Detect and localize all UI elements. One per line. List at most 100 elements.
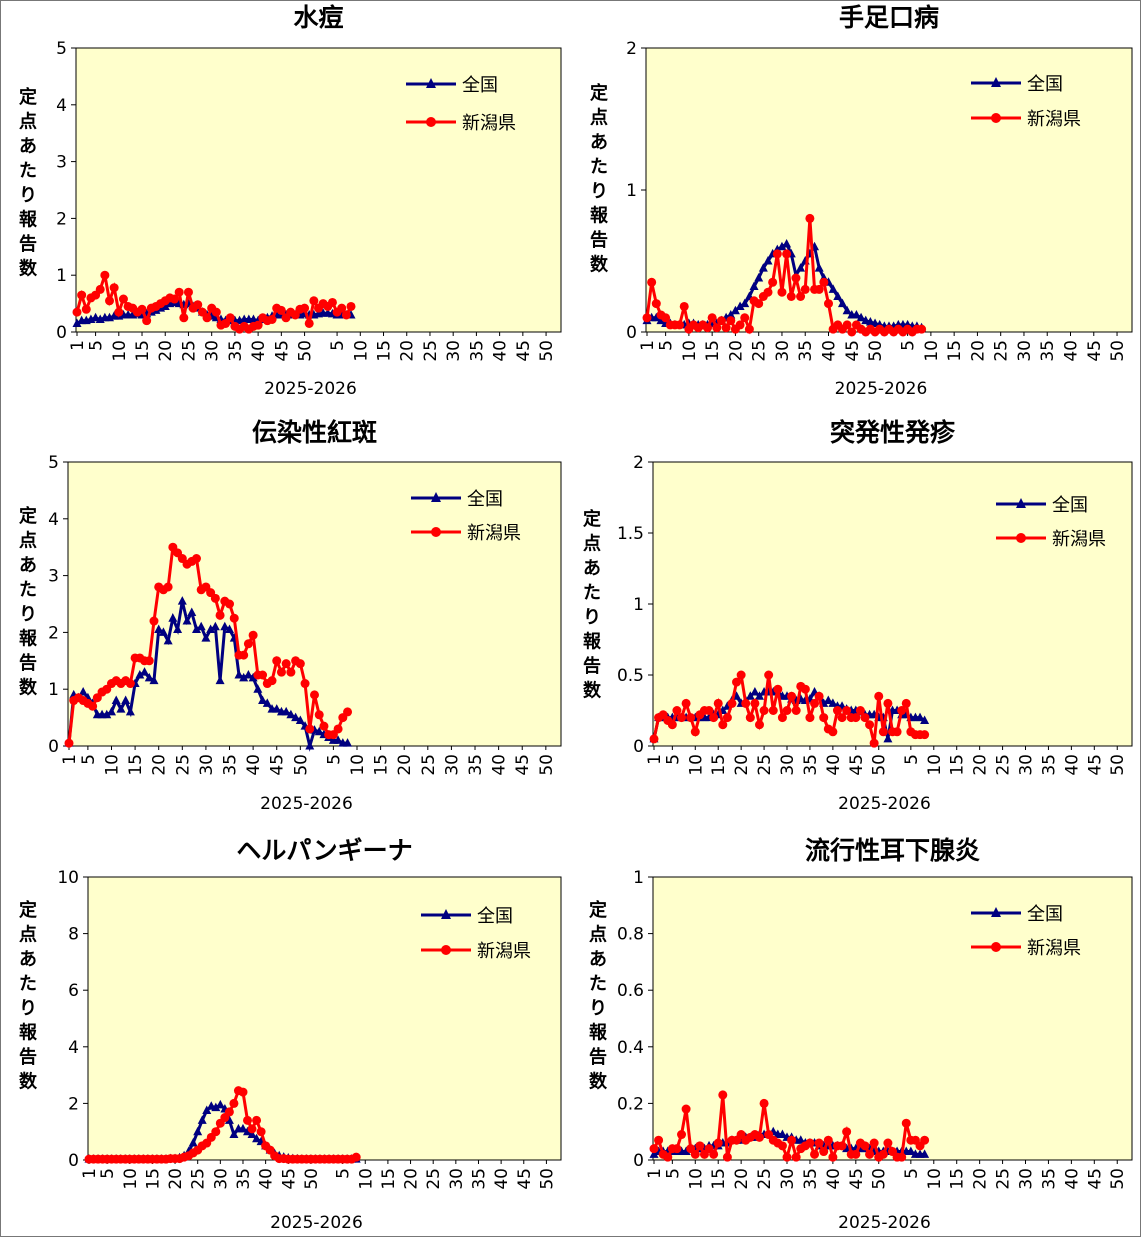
data-point-triangle <box>758 263 768 272</box>
x-tick-label: 40 <box>824 754 844 776</box>
x-tick-label: 15 <box>945 340 965 362</box>
data-point-circle <box>191 554 201 564</box>
data-point-circle <box>105 296 115 306</box>
legend-label: 全国 <box>467 489 503 510</box>
y-axis-label-char: 点 <box>590 107 608 129</box>
data-point-circle <box>305 724 315 734</box>
x-tick-label: 50 <box>1108 1168 1128 1190</box>
data-point-circle <box>351 1152 361 1162</box>
x-tick-label: 25 <box>750 340 770 362</box>
x-tick-label: 5 <box>902 1168 922 1179</box>
data-point-circle <box>713 1138 723 1148</box>
x-tick-label: 15 <box>372 754 392 776</box>
data-point-triangle <box>735 301 745 310</box>
y-axis-label-char: 定 <box>589 899 607 921</box>
y-axis-label-char: 数 <box>19 1071 38 1093</box>
data-point-triangle <box>201 633 211 642</box>
x-axis-label: 2025-2026 <box>838 794 931 814</box>
data-point-circle <box>814 691 824 701</box>
data-point-triangle <box>777 241 787 251</box>
data-point-triangle <box>252 1133 262 1143</box>
data-point-circle <box>649 734 659 744</box>
data-point-circle <box>677 713 687 723</box>
y-axis-label-char: 定 <box>19 86 37 108</box>
data-point-triangle <box>206 624 216 634</box>
x-tick-label: 10 <box>356 1168 376 1190</box>
y-tick-label: 0.2 <box>617 1094 644 1114</box>
data-point-circle <box>869 738 879 748</box>
data-point-triangle <box>915 712 925 722</box>
data-point-circle <box>252 1115 262 1125</box>
x-tick-label: 30 <box>778 1168 798 1190</box>
data-point-circle <box>100 270 110 280</box>
data-point-circle <box>137 304 147 314</box>
y-tick-label: 1.5 <box>617 524 644 544</box>
x-tick-label: 25 <box>994 754 1014 776</box>
data-point-triangle <box>193 1126 203 1136</box>
data-point-triangle <box>243 1126 253 1136</box>
x-tick-label: 10 <box>922 340 942 362</box>
chart-title: 水痘 <box>293 3 343 32</box>
data-point-circle <box>860 713 870 723</box>
data-point-circle <box>346 301 356 311</box>
data-point-circle <box>144 656 154 666</box>
data-point-circle <box>651 299 661 309</box>
y-axis-label-char: り <box>590 181 608 202</box>
data-point-circle <box>661 313 671 323</box>
y-axis-label-char: 告 <box>19 1046 37 1068</box>
x-tick-label: 30 <box>447 1168 467 1190</box>
data-point-circle <box>791 273 801 283</box>
plot-area <box>87 876 562 1161</box>
data-point-circle <box>810 698 820 708</box>
data-point-circle <box>258 670 268 680</box>
data-point-circle <box>727 698 737 708</box>
data-point-triangle <box>281 706 291 716</box>
data-point-circle <box>763 287 773 297</box>
data-point-circle <box>304 318 314 328</box>
x-tick-label: 40 <box>257 1168 277 1190</box>
legend-marker-triangle <box>441 909 451 919</box>
x-tick-label: 20 <box>732 1168 752 1190</box>
data-point-triangle <box>202 1105 212 1114</box>
data-point-circle <box>754 1132 764 1142</box>
x-tick-label: 50 <box>302 1168 322 1190</box>
data-point-triangle <box>158 627 168 636</box>
data-point-circle <box>878 727 888 737</box>
x-tick-label: 35 <box>796 340 816 362</box>
y-axis-label-char: り <box>19 185 37 206</box>
y-tick-label: 6 <box>68 981 79 1001</box>
data-point-triangle <box>649 1149 659 1158</box>
data-point-circle <box>721 323 731 333</box>
data-point-circle <box>243 639 253 649</box>
data-point-circle <box>860 1141 870 1151</box>
data-point-circle <box>170 294 180 304</box>
data-point-triangle <box>828 698 838 707</box>
x-tick-label: 5 <box>328 340 348 351</box>
y-axis-label-char: 報 <box>583 631 602 653</box>
x-tick-label: 10 <box>110 340 130 362</box>
data-point-circle <box>238 1087 248 1097</box>
x-tick-label: 10 <box>686 1168 706 1190</box>
data-point-circle <box>677 1130 687 1140</box>
data-point-circle <box>805 1138 815 1148</box>
chart-title: 突発性発疹 <box>830 418 956 447</box>
x-tick-label: 1 <box>638 340 658 351</box>
data-point-circle <box>805 713 815 723</box>
data-point-triangle <box>262 698 272 707</box>
x-tick-label: 10 <box>680 340 700 362</box>
x-tick-label: 40 <box>244 754 264 776</box>
x-axis-label: 2025-2026 <box>260 794 353 814</box>
x-tick-label: 40 <box>492 1168 512 1190</box>
data-point-triangle <box>730 305 740 315</box>
y-axis-label-char: た <box>19 974 37 995</box>
x-tick-label: 20 <box>156 340 176 362</box>
data-point-circle <box>814 1138 824 1148</box>
x-tick-label: 35 <box>466 754 486 776</box>
data-point-circle <box>663 1152 673 1162</box>
data-point-circle <box>741 698 751 708</box>
x-tick-label: 15 <box>703 340 723 362</box>
data-point-circle <box>819 1147 829 1157</box>
x-tick-label: 1 <box>60 754 80 765</box>
